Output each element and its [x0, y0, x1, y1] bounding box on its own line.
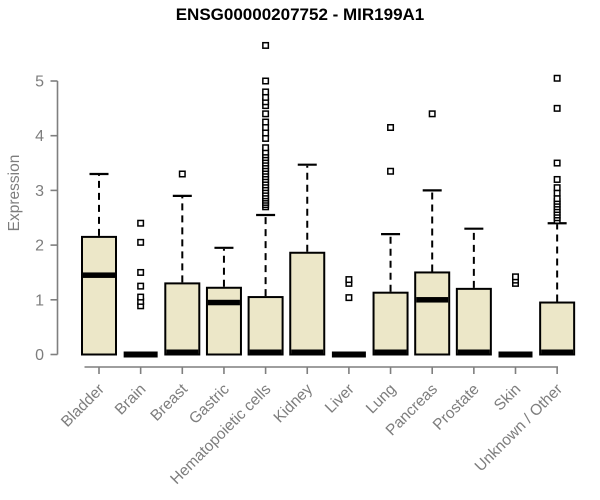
x-tick-label: Lung: [363, 381, 399, 417]
outlier-point: [345, 294, 353, 302]
outlier-point: [262, 129, 270, 137]
boxplot-box: [81, 235, 117, 356]
boxplot-box: [372, 291, 409, 356]
outlier-point: [387, 123, 395, 131]
x-tick-label: Breast: [147, 380, 191, 424]
chart-title: ENSG00000207752 - MIR199A1: [175, 5, 425, 24]
boxplot-median-line: [249, 349, 282, 355]
outlier-point: [137, 268, 145, 276]
boxplot-median-line: [541, 349, 574, 355]
outlier-point: [345, 276, 353, 284]
outlier-point: [553, 195, 561, 203]
outlier-point: [553, 159, 561, 167]
outlier-point: [262, 77, 270, 85]
x-tick-label: Skin: [491, 381, 524, 414]
boxplot-box: [455, 287, 492, 356]
y-tick-label: 5: [35, 74, 44, 91]
boxplot-median-line: [166, 349, 199, 355]
boxplot-median-line: [83, 272, 115, 278]
boxplot-collapsed-bar: [498, 351, 533, 358]
y-tick-label: 2: [35, 238, 44, 255]
outlier-point: [262, 134, 270, 142]
outlier-point: [178, 170, 186, 178]
outlier-point: [262, 93, 270, 101]
boxplot-median-line: [457, 349, 490, 355]
outlier-point: [137, 238, 145, 246]
outlier-point: [262, 118, 270, 126]
boxplot-median-line: [374, 349, 407, 355]
boxplot-median-line: [207, 299, 240, 306]
y-tick-label: 4: [35, 128, 44, 145]
x-tick-label: Bladder: [58, 381, 108, 431]
boxplot-box: [247, 296, 284, 356]
outlier-point: [553, 184, 561, 192]
y-axis-label: Expression: [6, 155, 23, 232]
outlier-point: [262, 110, 270, 118]
outlier-point: [428, 110, 436, 118]
outlier-point: [553, 175, 561, 183]
outlier-point: [262, 144, 270, 152]
x-tick-label: Kidney: [271, 381, 317, 427]
outlier-point: [512, 273, 519, 281]
boxplot-median-line: [416, 297, 449, 303]
y-tick-label: 0: [35, 347, 44, 364]
outlier-point: [553, 104, 561, 112]
y-tick-label: 1: [35, 292, 44, 309]
outlier-point: [137, 219, 145, 227]
boxplot-median-line: [291, 349, 324, 355]
boxplot-box: [289, 251, 326, 356]
y-tick-label: 3: [35, 183, 44, 200]
x-tick-label: Liver: [322, 381, 358, 417]
outlier-point: [553, 74, 561, 82]
boxplot-box: [164, 282, 201, 356]
boxplot-box: [205, 286, 242, 356]
boxplot-box: [414, 271, 451, 356]
outlier-point: [387, 167, 395, 175]
outlier-point: [262, 41, 270, 49]
x-tick-label: Brain: [112, 381, 150, 419]
outlier-point: [262, 123, 270, 131]
boxplot-collapsed-bar: [123, 351, 158, 358]
outlier-point: [553, 189, 561, 197]
boxplot-box: [539, 301, 576, 356]
boxplot-collapsed-bar: [331, 351, 366, 358]
outlier-point: [262, 88, 270, 96]
x-tick-label: Prostate: [430, 381, 483, 434]
outlier-point: [137, 282, 145, 290]
outlier-point: [137, 293, 145, 301]
